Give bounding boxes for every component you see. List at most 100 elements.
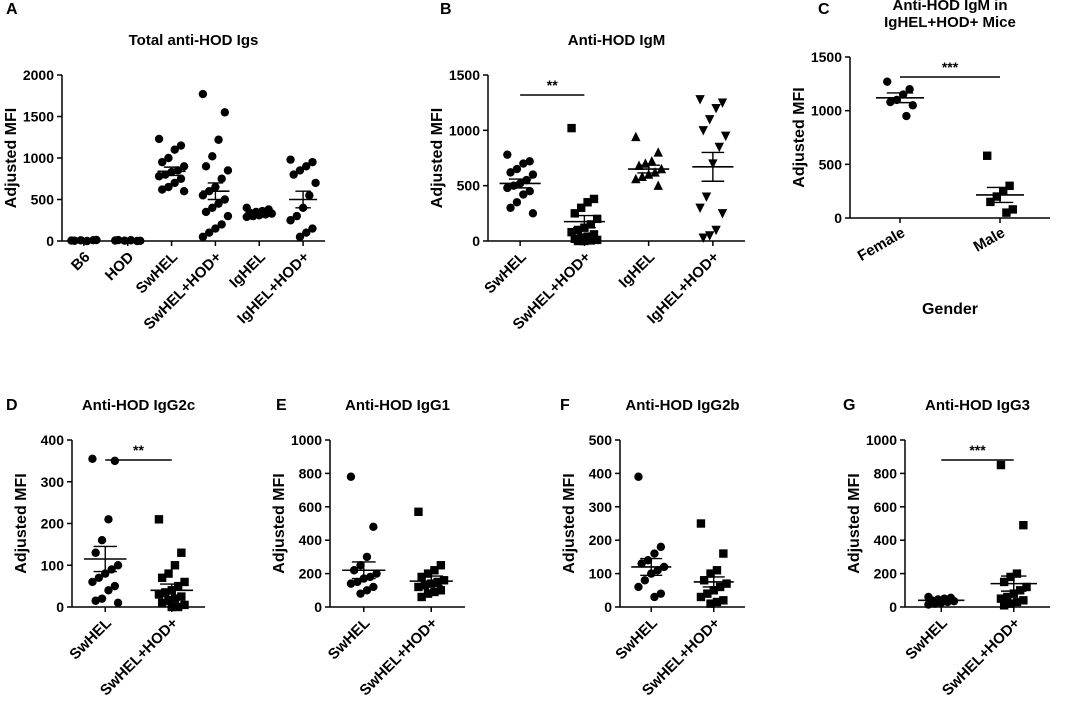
data-point [712,597,722,607]
data-point [519,159,528,168]
data-point [97,536,107,545]
data-point [999,601,1009,610]
data-point [695,95,705,105]
data-point [573,236,583,246]
panel: F Anti-HOD IgG2b Adjusted MFI 0 100 200 300 400… [560,397,745,699]
data-point [302,228,311,237]
data-point [996,594,1006,603]
panel-letter: C [818,1,830,18]
chart-title: Anti-HOD IgM in [893,0,1008,14]
y-tick-label: 100 [41,557,65,573]
data-point [362,552,372,562]
data-point [179,162,189,171]
error-bar [295,190,311,209]
error-bar [1000,575,1027,592]
data-point [179,187,189,196]
error-bar [207,182,224,201]
data-point [580,236,589,246]
y-tick-label: 200 [41,516,65,532]
data-point [201,207,211,217]
data-point [1006,572,1015,582]
y-tick-label: 0 [314,599,322,615]
data-point [506,203,515,212]
x-tick-label: Female [855,224,908,265]
data-point [223,211,233,221]
panel-letter: G [843,397,855,414]
data-point [719,549,728,558]
y-tick-label: 0 [56,599,64,615]
data-point [289,170,298,179]
data-point [208,203,217,212]
data-point [113,561,123,570]
panel-letter: B [440,1,452,18]
x-tick-label: IgHEL [616,249,659,292]
chart-title: IgHEL+HOD+ Mice [884,14,1016,31]
error-bar [886,92,914,104]
data-point [170,594,180,603]
data-point [583,198,592,207]
data-point [701,192,712,202]
data-point [586,236,595,245]
data-point [423,569,433,578]
significance-label: ** [547,77,558,93]
data-point [589,230,599,239]
y-tick-label: 400 [299,532,323,548]
data-point [110,456,120,466]
y-tick-label: 0 [472,233,480,249]
y-tick-label: 800 [874,465,898,481]
data-point [420,581,430,590]
data-point [353,577,362,587]
y-tick-label: 400 [589,465,613,481]
error-bar [702,576,725,588]
y-tick-label: 400 [41,432,65,448]
data-point [177,548,186,557]
error-bar [251,211,267,216]
data-point [589,194,599,204]
data-point [717,209,728,219]
data-point [88,577,97,587]
data-point [154,590,164,599]
data-point [1022,582,1031,592]
data-point [198,89,208,99]
data-point [346,472,356,481]
data-point [430,566,439,575]
data-point [372,569,381,578]
data-point [722,579,731,588]
data-point [1012,569,1022,578]
data-point [696,519,706,528]
data-point [154,515,164,524]
data-point [637,171,647,182]
panel-letter: E [276,397,287,414]
x-tick-label: SwHEL [66,615,115,664]
data-point [157,573,167,582]
error-bar [508,178,532,189]
data-point [356,561,365,570]
data-point [1009,589,1018,598]
data-point [311,178,320,188]
data-point [656,542,666,552]
data-point [417,592,426,602]
y-tick-label: 500 [31,192,55,208]
data-point [1008,205,1017,214]
data-point [653,147,663,157]
data-point [220,108,230,117]
x-tick-label: SwHEL+HOD+ [939,614,1024,699]
y-tick-label: 0 [604,599,612,615]
data-point [1012,597,1022,607]
data-point [346,579,356,588]
data-point [711,104,721,114]
data-point [1006,599,1015,608]
x-tick-label: Male [971,224,1008,255]
error-bar [573,214,596,229]
data-point [170,561,180,570]
y-tick-label: 200 [874,566,898,582]
data-point [650,592,659,602]
data-point [712,566,722,575]
data-point [94,573,104,582]
chart-title: Anti-HOD IgG2c [82,397,195,414]
data-point [924,600,933,609]
data-point [91,596,100,605]
data-point [113,598,123,608]
error-bar [163,166,180,177]
